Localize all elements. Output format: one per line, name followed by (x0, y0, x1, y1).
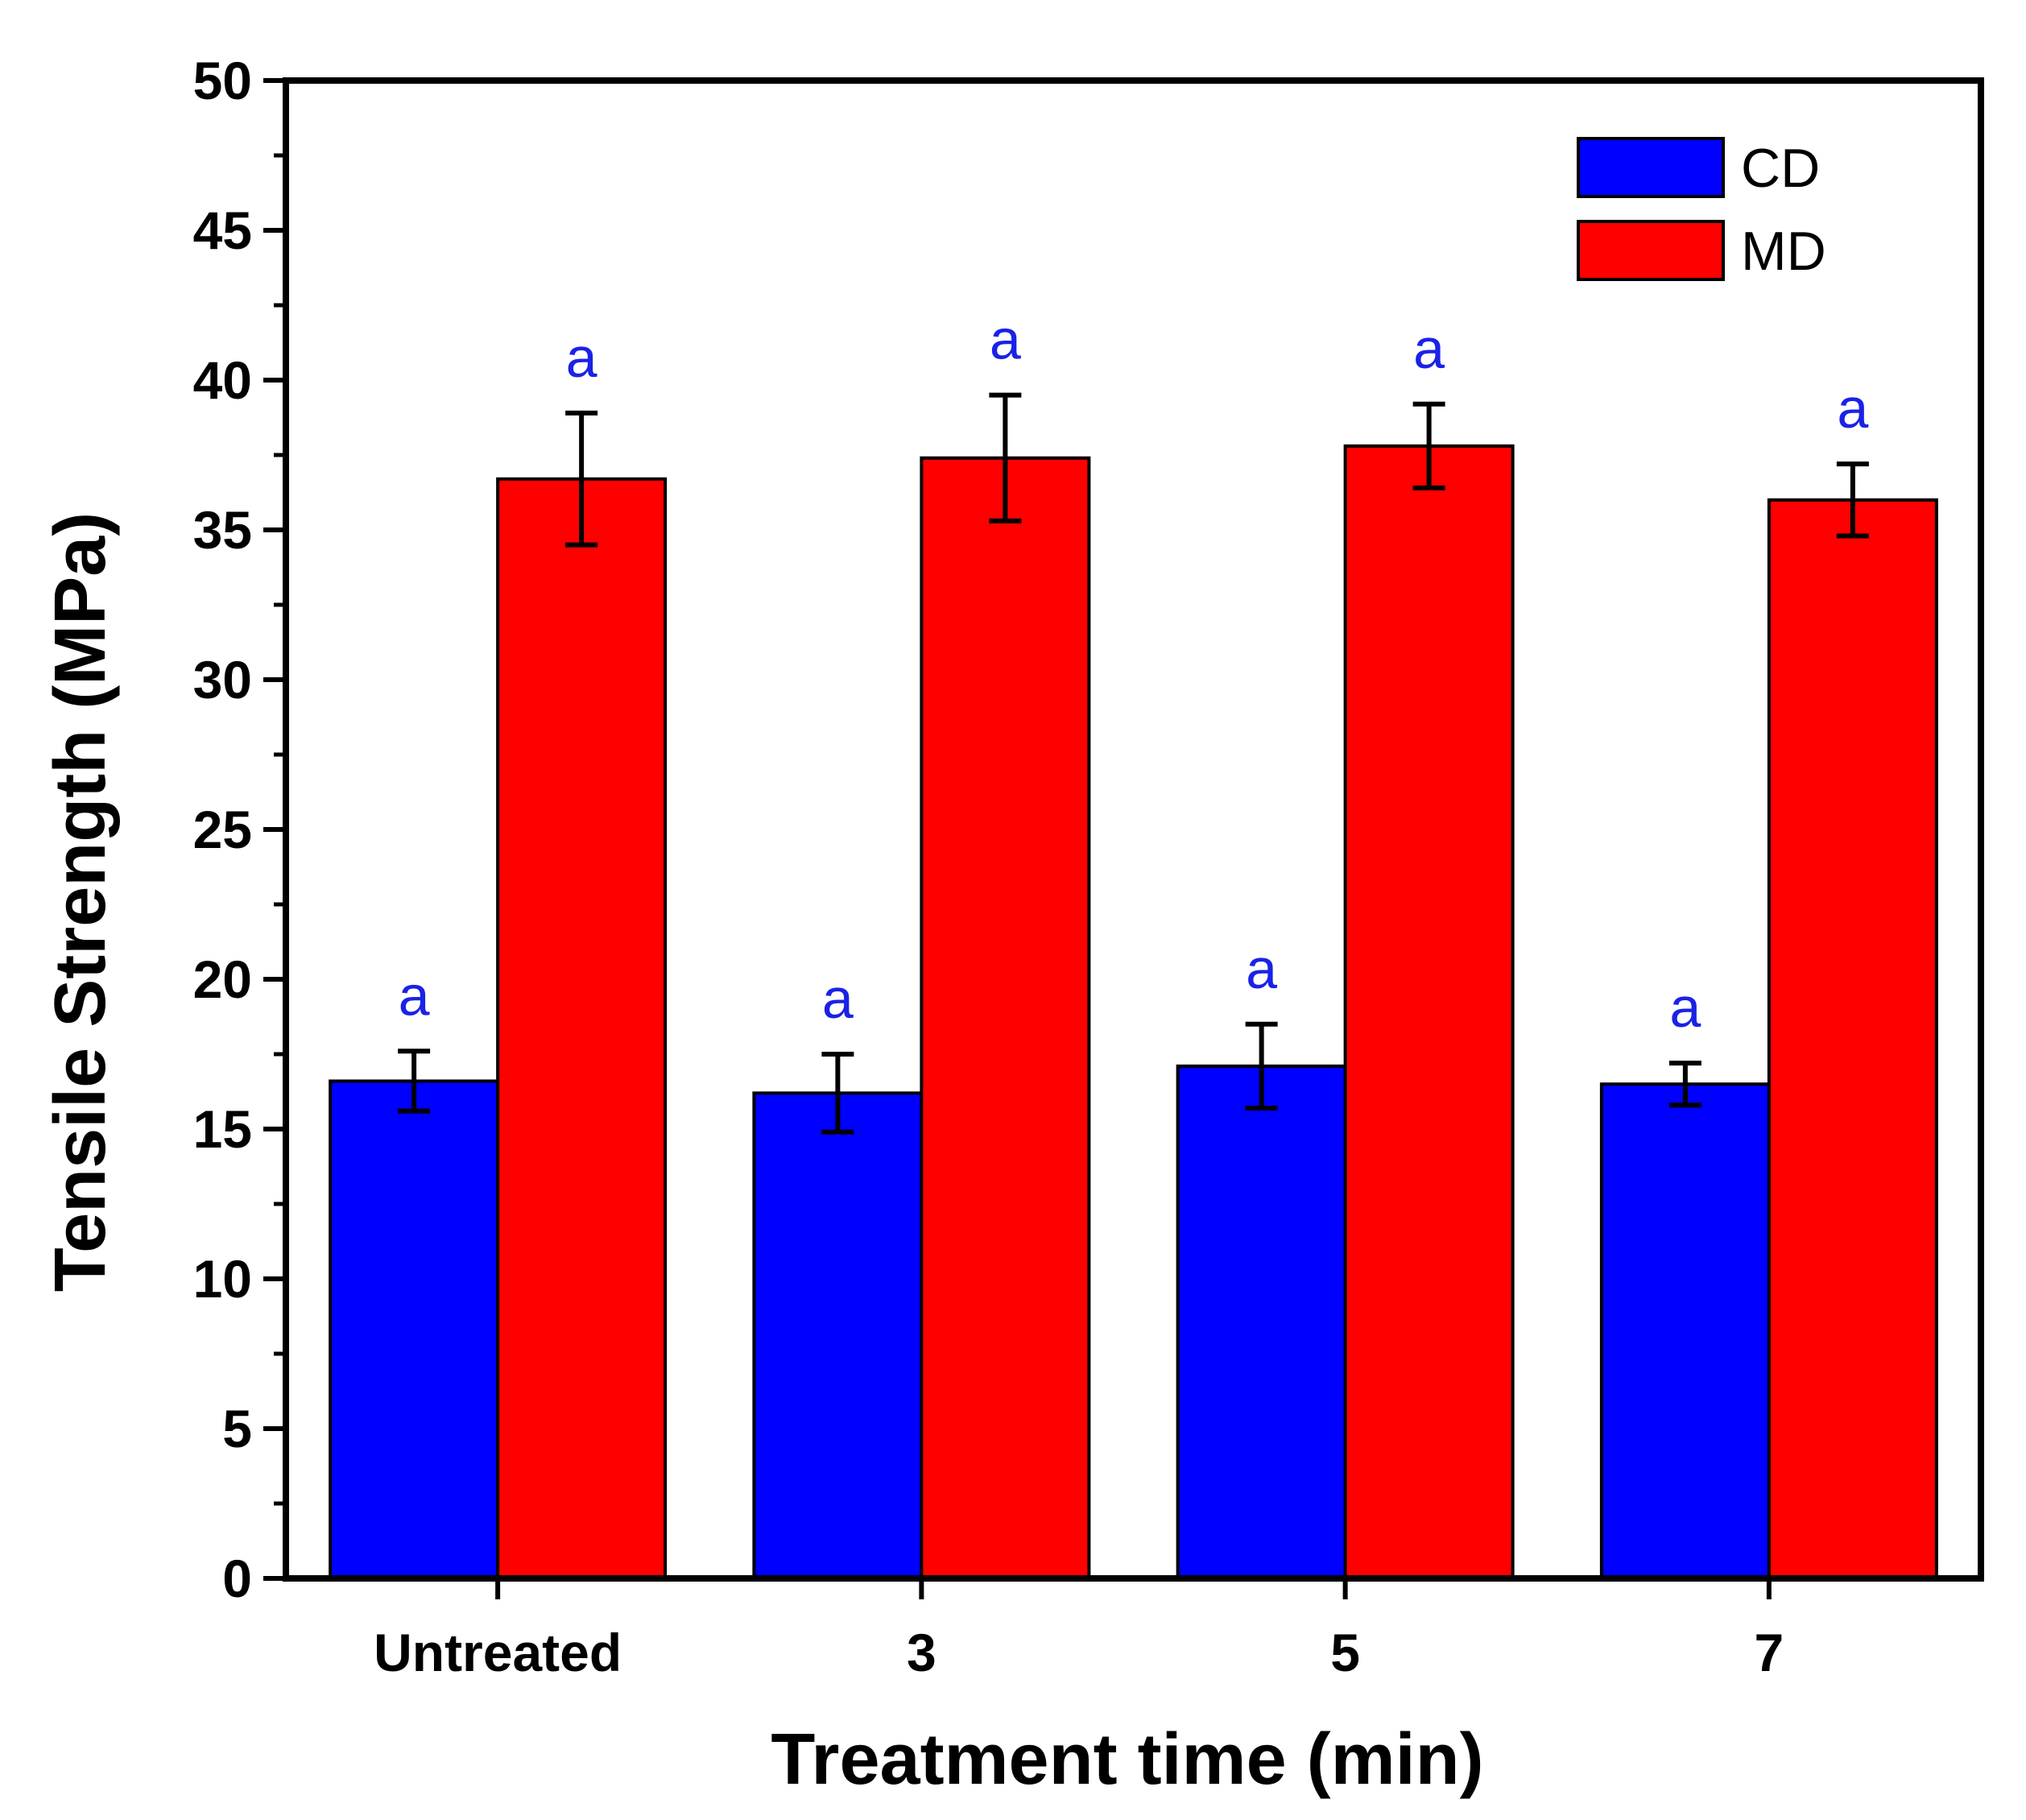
bar-cd-0 (329, 1079, 500, 1580)
y-axis-title: Tensile Strength (MPa) (40, 512, 121, 1292)
bar-md-0 (496, 477, 668, 1580)
x-axis-title: Treatment time (min) (771, 1719, 1483, 1800)
y-tick-label-8: 40 (193, 350, 252, 410)
legend: CD MD (1577, 137, 1826, 282)
significance-labels-layer: a a a a a a a a (399, 308, 1869, 1040)
x-tick-label-2: 5 (1330, 1623, 1360, 1682)
y-tick-label-1: 5 (222, 1399, 252, 1458)
significance-label-md-2: a (1413, 317, 1445, 380)
y-tick-label-2: 10 (193, 1249, 252, 1309)
y-tick-label-5: 25 (193, 800, 252, 859)
legend-swatch-md (1577, 220, 1725, 281)
significance-label-cd-0: a (399, 964, 430, 1027)
bar-md-2 (1343, 444, 1515, 1581)
bar-md-1 (920, 456, 1091, 1580)
y-tick-label-4: 20 (193, 949, 252, 1009)
y-tick-label-6: 30 (193, 650, 252, 709)
significance-label-md-0: a (566, 326, 597, 389)
x-tick-label-1: 3 (907, 1623, 937, 1682)
significance-label-cd-3: a (1669, 976, 1701, 1039)
y-tick-label-3: 15 (193, 1099, 252, 1159)
significance-label-md-3: a (1837, 377, 1868, 440)
significance-label-cd-1: a (822, 967, 854, 1030)
bar-cd-1 (752, 1091, 924, 1580)
y-tick-label-10: 50 (193, 51, 252, 110)
y-tick-label-0: 0 (222, 1549, 252, 1608)
bar-cd-2 (1176, 1064, 1347, 1580)
x-tick-label-3: 7 (1755, 1623, 1784, 1682)
bar-cd-3 (1599, 1082, 1771, 1580)
significance-label-md-1: a (990, 308, 1021, 371)
y-tick-label-9: 45 (193, 201, 252, 260)
y-axis: 0 5 10 15 20 25 30 35 40 45 50 (193, 51, 286, 1608)
legend-label-cd: CD (1741, 138, 1820, 199)
bars-layer (329, 444, 1938, 1581)
y-tick-label-7: 35 (193, 500, 252, 560)
error-bars-layer (398, 392, 1869, 1135)
legend-label-md: MD (1741, 221, 1826, 282)
bar-md-3 (1767, 498, 1938, 1580)
x-axis: Untreated 3 5 7 (374, 1578, 1784, 1682)
legend-swatch-cd (1577, 137, 1725, 198)
significance-label-cd-2: a (1246, 937, 1277, 1000)
x-tick-label-0: Untreated (374, 1623, 622, 1682)
